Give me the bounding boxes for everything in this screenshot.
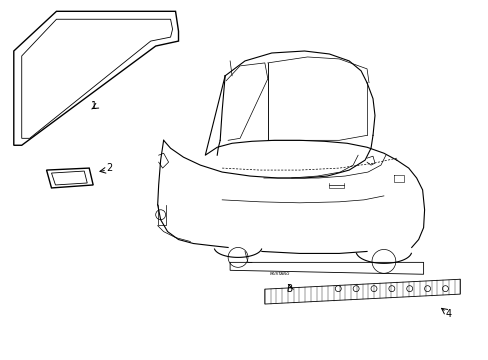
Text: 3: 3: [286, 284, 292, 294]
Text: 4: 4: [445, 309, 450, 319]
Text: 1: 1: [91, 100, 97, 111]
Text: 2: 2: [106, 163, 112, 173]
Text: MUSTANG: MUSTANG: [269, 272, 289, 276]
